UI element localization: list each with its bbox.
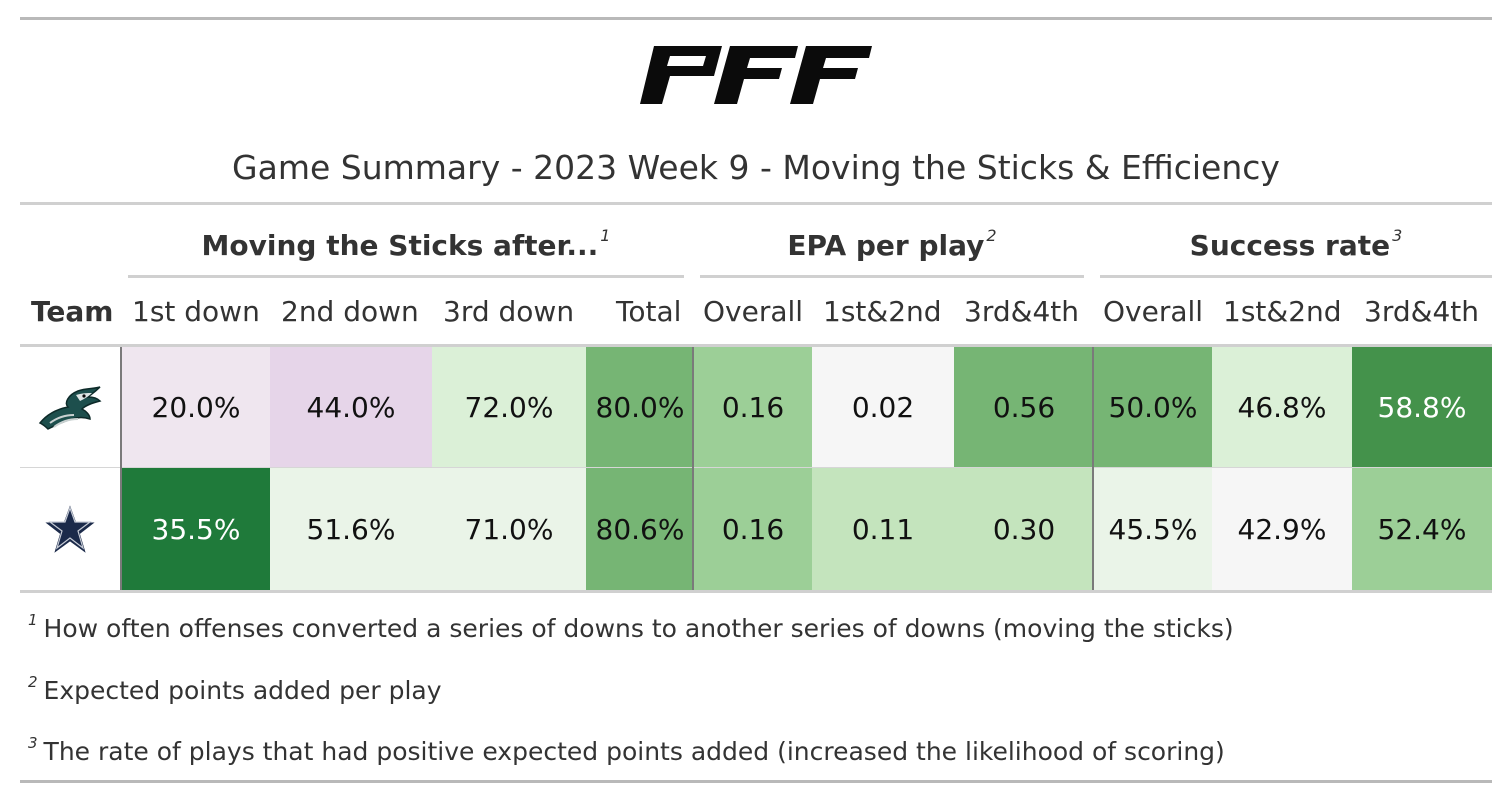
top-rule [20,17,1492,20]
table-cell: 0.56 [954,347,1094,467]
table-cell: 80.6% [586,468,694,590]
column-header: Overall [703,295,804,328]
table-cell: 46.8% [1212,347,1352,467]
pff-logo [640,46,872,104]
footnote-3: 3 The rate of plays that had positive exp… [28,734,1225,766]
bottom-rule [20,780,1492,783]
column-divider [120,347,122,590]
spanner-rule [128,275,684,278]
table-cell: 71.0% [432,468,586,590]
column-header-team: Team [31,295,114,328]
spanner-epa: EPA per play 2 [787,226,997,262]
footnote-mark: 1 [600,226,611,245]
table-cell: 45.5% [1094,468,1212,590]
table-cell: 0.11 [812,468,954,590]
title-rule [20,202,1492,205]
spanner-moving-sticks: Moving the Sticks after... 1 [201,226,611,262]
page-title: Game Summary - 2023 Week 9 - Moving the … [232,148,1280,187]
footnote-1: 1 How often offenses converted a series o… [28,611,1234,643]
table-row-team-cell [20,347,120,467]
table-cell: 52.4% [1352,468,1492,590]
spanner-success-rate: Success rate 3 [1189,226,1403,262]
table-cell: 0.16 [694,347,812,467]
table-cell: 0.02 [812,347,954,467]
column-header: 2nd down [281,295,419,328]
column-header: 3rd&4th [1364,295,1479,328]
column-header: 3rd&4th [964,295,1079,328]
column-divider [692,347,694,590]
column-header: 1st down [132,295,260,328]
table-cell: 58.8% [1352,347,1492,467]
column-header: Overall [1103,295,1204,328]
column-divider [1092,347,1094,590]
table-row-team-cell [20,468,120,590]
footnote-2: 2 Expected points added per play [28,673,442,705]
table-cell: 42.9% [1212,468,1352,590]
body-rule [20,590,1492,593]
header-rule [20,344,1492,347]
row-separator [20,467,1492,468]
table-cell: 51.6% [270,468,432,590]
table-cell: 0.30 [954,468,1094,590]
cowboys-star-icon [42,502,98,556]
table-cell: 72.0% [432,347,586,467]
footnote-mark: 2 [986,226,997,245]
table-cell: 35.5% [122,468,270,590]
table-cell: 80.0% [586,347,694,467]
column-header: 3rd down [443,295,575,328]
footnote-mark: 3 [1392,226,1403,245]
table-cell: 44.0% [270,347,432,467]
eagles-logo-icon [38,386,102,430]
spanner-rule [700,275,1084,278]
spanner-rule [1100,275,1492,278]
table-cell: 50.0% [1094,347,1212,467]
column-header: Total [616,295,682,328]
table-cell: 20.0% [122,347,270,467]
column-header: 1st&2nd [823,295,942,328]
table-cell: 0.16 [694,468,812,590]
column-header: 1st&2nd [1223,295,1342,328]
